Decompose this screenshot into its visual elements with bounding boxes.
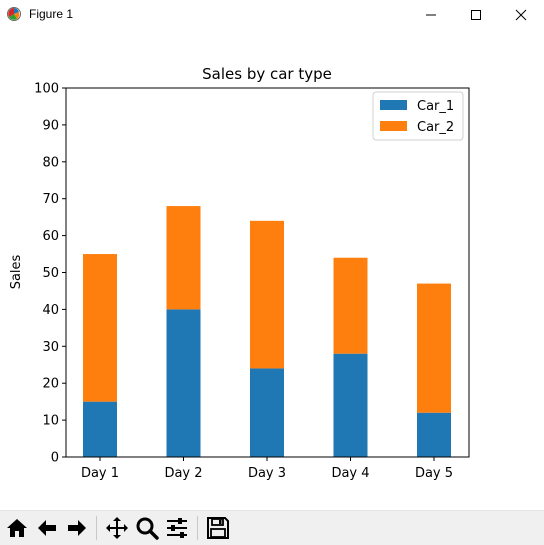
- close-icon: [515, 9, 527, 21]
- navigation-toolbar: [0, 510, 544, 545]
- maximize-icon: [471, 10, 481, 20]
- zoom-icon: [136, 517, 159, 540]
- y-tick-label: 70: [42, 192, 59, 207]
- bar-car_1-1: [83, 401, 117, 457]
- configure-subplots-button[interactable]: [163, 514, 191, 542]
- bar-car_2-2: [166, 206, 201, 310]
- bar-car_1-3: [250, 368, 284, 457]
- back-arrow-icon: [38, 520, 56, 536]
- x-tick-label: Day 5: [415, 466, 453, 481]
- configure-subplots-icon: [167, 518, 187, 538]
- x-tick-label: Day 2: [164, 466, 202, 481]
- bar-car_1-2: [166, 309, 201, 457]
- home-icon: [7, 519, 27, 537]
- y-axis-label: Sales: [9, 254, 24, 289]
- forward-arrow-icon: [68, 520, 86, 536]
- minimize-button[interactable]: [408, 0, 454, 30]
- y-tick-label: 10: [42, 414, 59, 429]
- chart-title: Sales by car type: [202, 65, 332, 83]
- legend-label-car_2: Car_2: [417, 120, 454, 135]
- y-tick-label: 0: [51, 451, 59, 466]
- maximize-button[interactable]: [453, 0, 499, 30]
- back-button[interactable]: [33, 514, 61, 542]
- bar-car_1-5: [417, 412, 451, 457]
- forward-button[interactable]: [63, 514, 91, 542]
- close-button[interactable]: [498, 0, 544, 30]
- x-tick-label: Day 3: [248, 466, 286, 481]
- bar-car_2-5: [417, 283, 451, 413]
- x-tick-label: Day 1: [81, 466, 119, 481]
- save-icon: [207, 517, 229, 539]
- y-tick-label: 20: [42, 377, 59, 392]
- pan-icon: [106, 517, 128, 539]
- bar-car_2-4: [333, 257, 368, 354]
- bar-car_1-4: [333, 353, 368, 457]
- window-title-bar: Figure 1: [0, 0, 544, 30]
- minimize-icon: [426, 14, 436, 16]
- y-tick-label: 100: [34, 82, 59, 97]
- toolbar-separator: [197, 516, 198, 540]
- toolbar-separator: [96, 516, 97, 540]
- figure-canvas: Sales by car type 0 10 20 30 40 50 60 70 80 90 100…: [0, 30, 544, 510]
- y-tick-label: 60: [42, 229, 59, 244]
- home-button[interactable]: [3, 514, 31, 542]
- legend-swatch-car_1: [380, 100, 407, 110]
- y-tick-label: 80: [42, 155, 59, 170]
- y-tick-label: 40: [42, 303, 59, 318]
- legend: Car_1 Car_2: [372, 91, 464, 141]
- y-tick-label: 50: [42, 266, 59, 281]
- plot-frame: [65, 87, 470, 458]
- x-tick-label: Day 4: [331, 466, 369, 481]
- window-title: Figure 1: [29, 7, 74, 21]
- y-tick-label: 30: [42, 340, 59, 355]
- zoom-button[interactable]: [133, 514, 161, 542]
- bar-car_2-1: [83, 254, 117, 402]
- save-button[interactable]: [204, 514, 232, 542]
- legend-swatch-car_2: [380, 121, 407, 131]
- bar-car_2-3: [250, 220, 284, 369]
- y-tick-label: 90: [42, 118, 59, 133]
- legend-label-car_1: Car_1: [417, 99, 454, 114]
- pan-button[interactable]: [103, 514, 131, 542]
- stacked-bar-chart: Sales by car type 0 10 20 30 40 50 60 70 80 90 100…: [9, 65, 470, 481]
- app-icon: [7, 7, 21, 21]
